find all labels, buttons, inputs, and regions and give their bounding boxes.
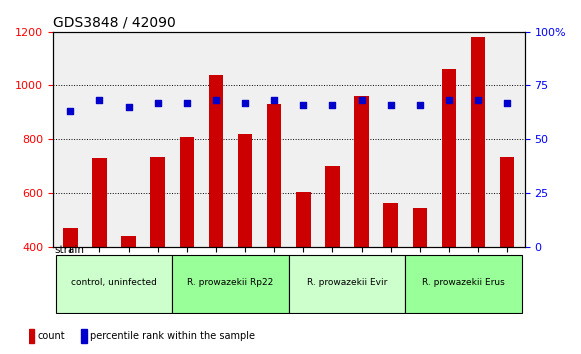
Text: strain: strain	[54, 245, 84, 255]
Point	[357, 98, 366, 103]
Text: count: count	[38, 331, 66, 341]
Point	[182, 100, 192, 105]
Point	[444, 98, 454, 103]
Text: R. prowazekii Erus: R. prowazekii Erus	[422, 278, 505, 287]
Bar	[442, 69, 456, 247]
Bar	[29, 329, 34, 343]
Bar	[413, 208, 427, 247]
Bar	[63, 228, 78, 247]
Point	[503, 100, 512, 105]
Bar	[383, 202, 398, 247]
Point	[95, 98, 104, 103]
Point	[474, 98, 483, 103]
Bar	[81, 329, 87, 343]
FancyBboxPatch shape	[56, 255, 172, 313]
Point	[328, 102, 337, 108]
Bar	[150, 157, 165, 247]
Text: R. prowazekii Evir: R. prowazekii Evir	[307, 278, 387, 287]
Text: percentile rank within the sample: percentile rank within the sample	[90, 331, 255, 341]
Bar	[296, 192, 311, 247]
Bar	[209, 75, 223, 247]
Bar	[500, 157, 514, 247]
Bar	[121, 236, 136, 247]
Bar	[471, 37, 485, 247]
FancyBboxPatch shape	[405, 255, 522, 313]
Text: control, uninfected: control, uninfected	[71, 278, 157, 287]
Bar	[238, 134, 252, 247]
Bar	[267, 104, 281, 247]
Point	[270, 98, 279, 103]
Point	[386, 102, 395, 108]
FancyBboxPatch shape	[172, 255, 289, 313]
FancyBboxPatch shape	[289, 255, 405, 313]
Point	[211, 98, 221, 103]
Point	[299, 102, 308, 108]
Point	[124, 104, 133, 110]
Bar	[354, 96, 369, 247]
Point	[153, 100, 162, 105]
Bar	[92, 158, 107, 247]
Point	[66, 108, 75, 114]
Point	[415, 102, 425, 108]
Point	[241, 100, 250, 105]
Text: GDS3848 / 42090: GDS3848 / 42090	[53, 15, 175, 29]
Bar	[180, 137, 194, 247]
Bar	[325, 166, 340, 247]
Text: R. prowazekii Rp22: R. prowazekii Rp22	[188, 278, 274, 287]
